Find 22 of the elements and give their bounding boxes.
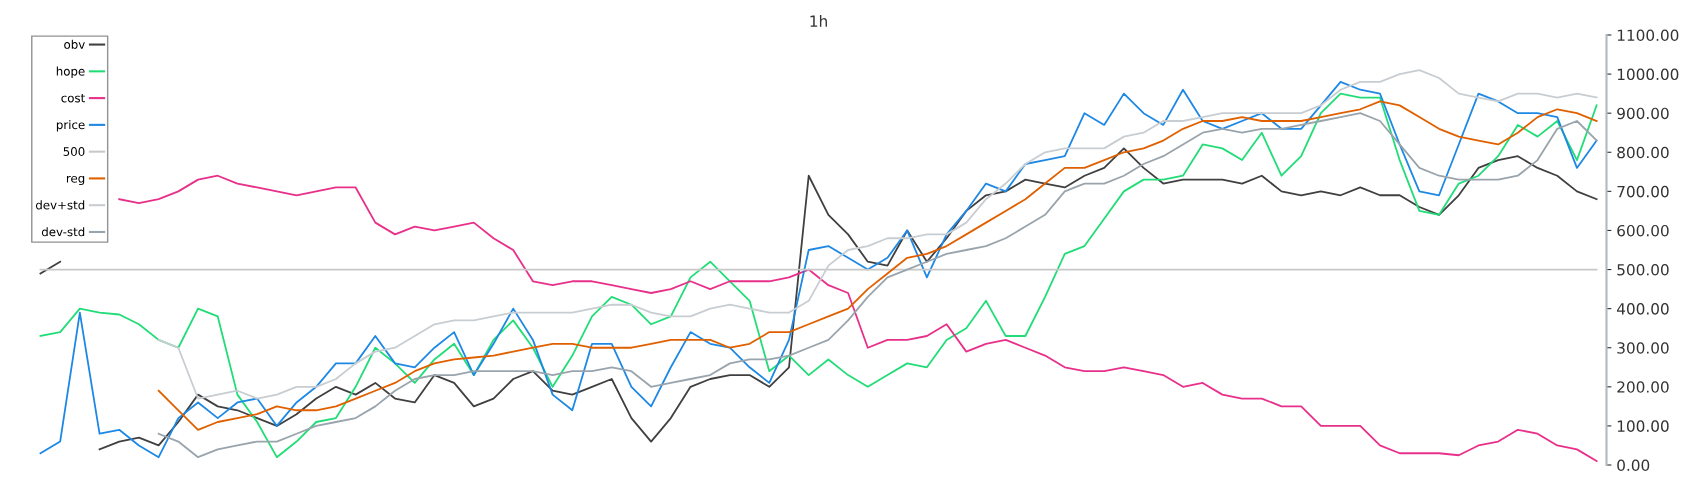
legend-label: obv [64, 39, 85, 49]
y-tick-label: 300.00 [1617, 342, 1669, 354]
y-tick-label: 200.00 [1617, 381, 1669, 393]
legend-label: dev-std [41, 227, 85, 237]
y-tick-label: 800.00 [1617, 146, 1669, 159]
y-tick-label: 700.00 [1617, 185, 1669, 198]
y-tick-label: 500.00 [1617, 264, 1669, 276]
legend-label: hope [56, 66, 85, 78]
y-tick-label: 1100.00 [1617, 29, 1679, 42]
line-series [118, 174, 1598, 462]
legend-label: 500 [63, 147, 85, 156]
y-tick-label: 1000.00 [1617, 68, 1679, 81]
y-tick-label: 400.00 [1616, 303, 1669, 315]
legend-label: price [56, 120, 85, 132]
y-tick-label: 900.00 [1617, 107, 1669, 120]
legend-label: cost [61, 93, 85, 103]
y-tick-label: 100.00 [1617, 420, 1669, 432]
y-tick-label: 0.00 [1617, 459, 1650, 472]
chart-title: 1h [810, 15, 827, 27]
y-tick-label: 600.00 [1617, 224, 1669, 237]
legend-label: reg [66, 175, 85, 186]
legend-label: dev+std [35, 200, 85, 210]
